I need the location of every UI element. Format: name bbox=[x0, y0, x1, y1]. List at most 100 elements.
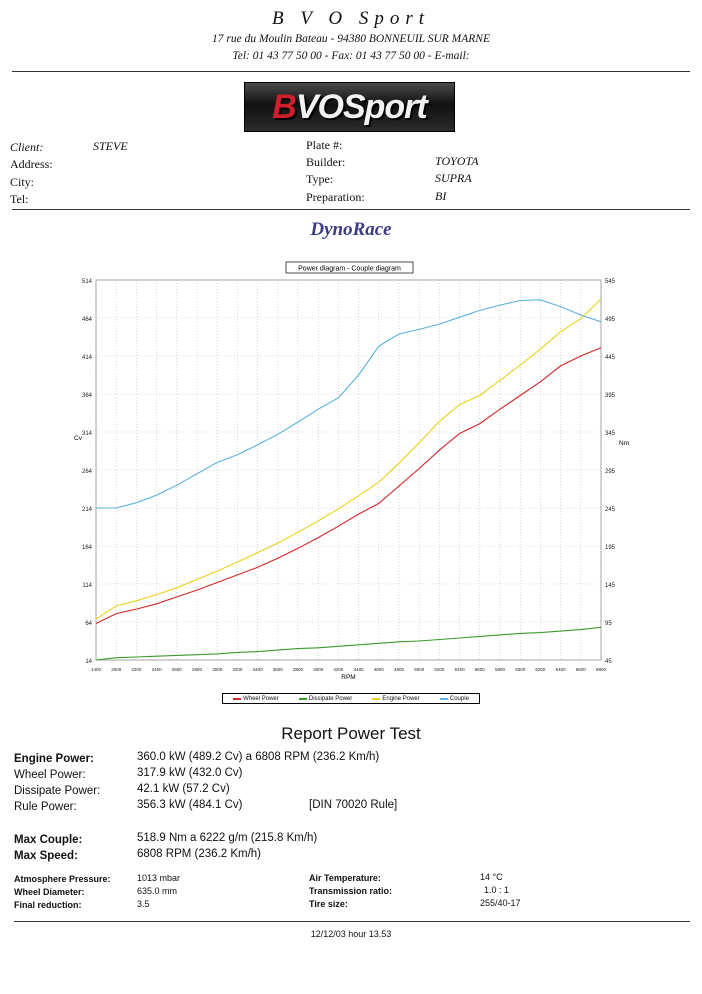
preparation-label: Preparation: bbox=[306, 190, 365, 204]
air-temperature-value: 14 °C bbox=[480, 872, 503, 882]
y-left-tick-label: 264 bbox=[82, 469, 93, 475]
header-rule bbox=[12, 71, 690, 72]
y-right-tick-label: 495 bbox=[605, 317, 616, 323]
tire-size-label: Tire size: bbox=[309, 899, 348, 909]
max-couple-label: Max Couple: bbox=[14, 834, 83, 846]
y-right-tick-label: 45 bbox=[605, 659, 612, 665]
x-tick-label: 6200 bbox=[535, 667, 546, 672]
x-tick-label: 3000 bbox=[212, 667, 223, 672]
transmission-ratio-label: Transmission ratio: bbox=[309, 886, 393, 896]
x-tick-label: 6800 bbox=[596, 667, 607, 672]
legend-wheel-power: Wheel Power bbox=[233, 696, 279, 702]
address-label: Address: bbox=[10, 157, 53, 171]
x-tick-label: 5600 bbox=[475, 667, 486, 672]
y-left-tick-label: 64 bbox=[85, 621, 92, 627]
y-left-tick-label: 464 bbox=[82, 317, 93, 323]
x-tick-label: 3200 bbox=[232, 667, 243, 672]
dissipate-power-value: 42.1 kW (57.2 Cv) bbox=[137, 783, 230, 795]
chart-title: Power diagram - Couple diagram bbox=[298, 266, 401, 273]
chart-legend: Wheel Power Dissipate Power Engine Power… bbox=[222, 693, 480, 704]
y-left-tick-label: 514 bbox=[82, 279, 93, 285]
y-left-tick-label: 164 bbox=[82, 545, 93, 551]
rule-power-label: Rule Power: bbox=[14, 801, 77, 813]
y-right-tick-label: 245 bbox=[605, 507, 616, 513]
company-address: 17 rue du Moulin Bateau - 94380 BONNEUIL… bbox=[212, 33, 490, 45]
x-tick-label: 6000 bbox=[515, 667, 526, 672]
x-tick-label: 2600 bbox=[172, 667, 183, 672]
dissipate-power-label: Dissipate Power: bbox=[14, 785, 101, 797]
x-tick-label: 6400 bbox=[556, 667, 567, 672]
builder-value: TOYOTA bbox=[435, 154, 479, 168]
y-left-tick-label: 114 bbox=[82, 583, 92, 589]
max-speed-label: Max Speed: bbox=[14, 850, 78, 862]
x-tick-label: 2000 bbox=[111, 667, 122, 672]
y-right-axis-label: Nm bbox=[619, 440, 629, 447]
x-tick-label: 2200 bbox=[131, 667, 142, 672]
y-left-tick-label: 414 bbox=[82, 355, 93, 361]
client-value: STEVE bbox=[93, 139, 128, 153]
series-line-couple bbox=[96, 299, 602, 509]
y-right-tick-label: 345 bbox=[605, 431, 616, 437]
series-line-dissipate-power bbox=[95, 626, 602, 661]
rule-power-note: [DIN 70020 Rule] bbox=[309, 799, 398, 811]
x-tick-label: 2800 bbox=[192, 667, 203, 672]
client-label: Client: bbox=[10, 140, 44, 154]
final-reduction-value: 3.5 bbox=[137, 899, 150, 909]
max-speed-value: 6808 RPM (236.2 Km/h) bbox=[137, 848, 262, 860]
y-left-tick-label: 214 bbox=[82, 507, 93, 513]
y-left-axis-label: Cv bbox=[74, 435, 83, 442]
legend-engine-power: Engine Power bbox=[372, 696, 420, 702]
y-right-tick-label: 95 bbox=[605, 621, 612, 627]
builder-label: Builder: bbox=[306, 155, 346, 169]
type-value: SUPRA bbox=[435, 171, 472, 185]
wheel-diameter-label: Wheel Diameter: bbox=[14, 887, 85, 897]
x-tick-label: 3600 bbox=[273, 667, 284, 672]
x-tick-label: 5000 bbox=[414, 667, 425, 672]
power-couple-chart: 14 45 64 95 114 145 164 195 214 245 264 295 314 345 36… bbox=[74, 261, 629, 681]
x-tick-label: 4400 bbox=[354, 667, 365, 672]
engine-power-label: Engine Power: bbox=[14, 753, 94, 765]
x-tick-label: 3400 bbox=[253, 667, 264, 672]
wheel-diameter-value: 635.0 mm bbox=[137, 886, 178, 896]
transmission-ratio-value: 1.0 : 1 bbox=[484, 885, 510, 895]
legend-couple: Couple bbox=[439, 696, 469, 702]
air-temperature-label: Air Temperature: bbox=[309, 873, 381, 883]
x-tick-label: 4800 bbox=[394, 667, 405, 672]
y-right-tick-label: 445 bbox=[605, 355, 616, 361]
x-tick-label: 5200 bbox=[434, 667, 445, 672]
y-right-tick-label: 395 bbox=[605, 393, 616, 399]
company-contact: Tel: 01 43 77 50 00 - Fax: 01 43 77 50 0… bbox=[232, 50, 470, 62]
max-couple-value: 518.9 Nm a 6222 g/m (215.8 Km/h) bbox=[137, 832, 318, 844]
y-right-tick-label: 295 bbox=[605, 469, 616, 475]
tire-size-value: 255/40-17 bbox=[480, 898, 521, 908]
x-tick-label: 5800 bbox=[495, 667, 506, 672]
dynorace-title: DynoRace bbox=[310, 219, 392, 240]
y-right-tick-label: 145 bbox=[605, 583, 616, 589]
legend-dissipate-power: Dissipate Power bbox=[298, 696, 352, 702]
preparation-value: BI bbox=[435, 189, 447, 203]
atmosphere-pressure-value: 1013 mbar bbox=[137, 873, 181, 883]
y-left-tick-label: 364 bbox=[82, 393, 93, 399]
y-right-tick-label: 545 bbox=[605, 279, 616, 285]
rule-power-value: 356.3 kW (484.1 Cv) bbox=[137, 799, 243, 811]
type-label: Type: bbox=[306, 172, 334, 186]
footer-rule bbox=[14, 921, 690, 922]
wheel-power-value: 317.9 kW (432.0 Cv) bbox=[137, 767, 243, 779]
plate-label: Plate #: bbox=[306, 138, 343, 152]
brand-logo: B VOSport bbox=[244, 82, 455, 132]
x-tick-label: 4600 bbox=[374, 667, 385, 672]
engine-power-value: 360.0 kW (489.2 Cv) a 6808 RPM (236.2 Km… bbox=[137, 751, 380, 763]
x-tick-label: 4200 bbox=[333, 667, 344, 672]
client-rule bbox=[12, 209, 690, 210]
wheel-power-label: Wheel Power: bbox=[14, 769, 86, 781]
x-tick-label: 2400 bbox=[152, 667, 163, 672]
x-tick-label: 6600 bbox=[576, 667, 587, 672]
y-left-tick-label: 314 bbox=[82, 431, 93, 437]
final-reduction-label: Final reduction: bbox=[14, 900, 82, 910]
y-left-tick-label: 14 bbox=[85, 659, 92, 665]
company-name: B V O Sport bbox=[271, 8, 430, 29]
report-timestamp: 12/12/03 hour 13.53 bbox=[310, 929, 392, 939]
y-right-tick-label: 195 bbox=[605, 545, 616, 551]
chart-title-box bbox=[285, 261, 414, 274]
series-line-wheel-power bbox=[95, 347, 602, 624]
